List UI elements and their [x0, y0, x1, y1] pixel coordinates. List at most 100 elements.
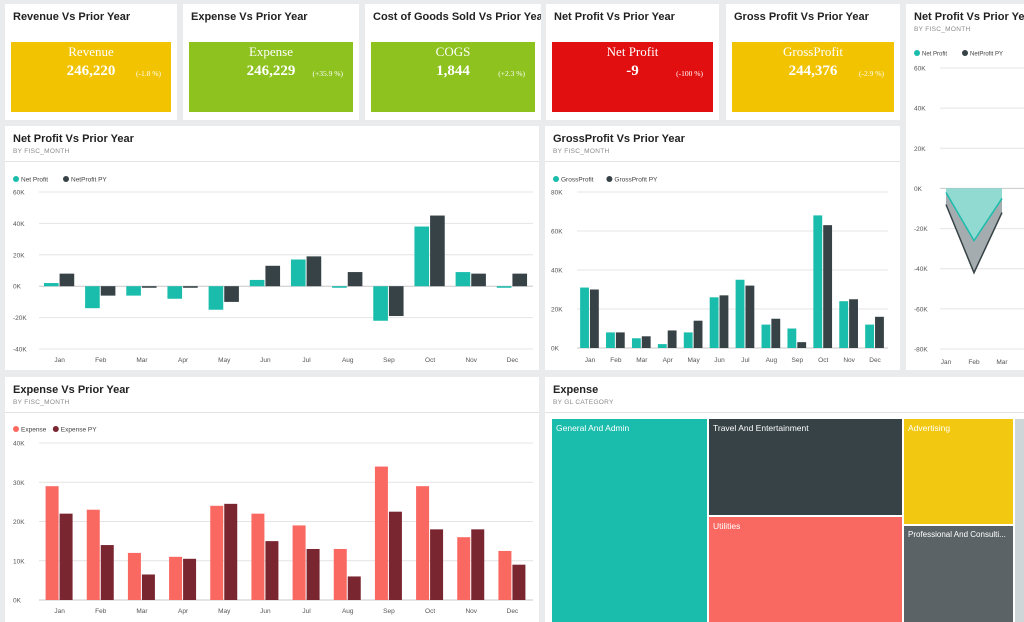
x-tick-label: Jul: [302, 608, 311, 615]
bar: [265, 265, 281, 287]
kpi-card-gross-profit[interactable]: Gross Profit Vs Prior Year GrossProfit 2…: [726, 4, 900, 120]
bar: [100, 545, 114, 600]
x-tick-label: Sep: [383, 608, 395, 615]
bar: [141, 286, 157, 288]
bar: [589, 289, 599, 348]
bar: [865, 324, 875, 348]
bar: [667, 330, 677, 348]
bar: [45, 486, 59, 600]
bar: [416, 486, 430, 600]
legend-marker: [606, 176, 613, 182]
kpi-label: Net Profit: [606, 44, 659, 59]
divider: [5, 161, 539, 162]
bar: [657, 344, 667, 348]
kpi-card-expense[interactable]: Expense Vs Prior Year Expense 246,229 (+…: [183, 4, 359, 120]
bar: [606, 332, 615, 348]
kpi-value: 246,220: [66, 63, 116, 79]
bar: [512, 273, 528, 287]
card-title: Expense Vs Prior Year: [13, 384, 130, 396]
bar: [333, 548, 347, 600]
bar: [455, 272, 471, 287]
net-profit-chart-card[interactable]: Net Profit Vs Prior Year BY FISC_MONTH N…: [5, 126, 539, 370]
bar: [141, 574, 155, 600]
bar: [126, 286, 141, 296]
y-tick-label: 20K: [13, 519, 25, 526]
bar: [388, 511, 402, 600]
kpi-card-revenue[interactable]: Revenue Vs Prior Year Revenue 246,220 (-…: [5, 4, 177, 120]
kpi-delta: (+35.9 %): [312, 69, 343, 78]
x-tick-label: Sep: [792, 357, 804, 364]
bar: [251, 513, 265, 600]
card-title: GrossProfit Vs Prior Year: [553, 133, 685, 145]
treemap-tile[interactable]: Travel And Entertainment: [709, 419, 902, 515]
y-tick-label: 20K: [551, 307, 563, 314]
x-tick-label: Nov: [465, 357, 477, 364]
x-tick-label: Feb: [95, 357, 107, 364]
card-subtitle: BY FISC_MONTH: [13, 399, 70, 406]
treemap-tile[interactable]: Utilities: [709, 517, 902, 622]
card-title: Expense: [553, 384, 599, 396]
y-tick-label: -40K: [914, 266, 928, 273]
x-tick-label: Jan: [54, 608, 65, 615]
bar: [430, 529, 444, 600]
x-tick-label: Oct: [425, 357, 435, 364]
kpi-card-cogs[interactable]: Cost of Goods Sold Vs Prior Year COGS 1,…: [365, 4, 541, 120]
treemap-label: Travel And Entertainment: [713, 423, 809, 433]
divider: [545, 412, 1024, 413]
net-profit-area-card[interactable]: Net Profit Vs Prior Year BY FISC_MONTH N…: [906, 4, 1024, 370]
kpi-delta: (+2.3 %): [498, 69, 525, 78]
bar: [787, 328, 797, 348]
bar: [183, 286, 198, 288]
x-tick-label: Mar: [136, 357, 148, 364]
divider: [545, 161, 900, 162]
y-tick-label: 0K: [914, 186, 923, 193]
y-tick-label: 0K: [551, 346, 560, 353]
bar: [683, 332, 693, 348]
legend-label: NetProfit PY: [71, 177, 107, 184]
bar: [498, 550, 512, 600]
bar: [208, 286, 224, 310]
x-tick-label: Oct: [425, 608, 435, 615]
bar: [719, 295, 729, 348]
expense-treemap-card[interactable]: Expense BY GL CATEGORY General And Admin…: [545, 377, 1024, 622]
bar: [306, 256, 322, 287]
bar: [839, 301, 849, 348]
x-tick-label: Sep: [383, 357, 395, 364]
legend-label: GrossProfit: [561, 177, 594, 184]
legend-marker: [962, 50, 968, 56]
expense-chart-card[interactable]: Expense Vs Prior Year BY FISC_MONTH Expe…: [5, 377, 539, 622]
kpi-delta: (-2.9 %): [859, 69, 884, 78]
kpi-card-net-profit[interactable]: Net Profit Vs Prior Year Net Profit -9 (…: [546, 4, 719, 120]
treemap-tile[interactable]: General And Admin: [552, 419, 707, 622]
expense-chart: Expense Expense PY 40K 30K 20K 10K 0K Jan Feb Mar…: [13, 426, 533, 615]
bar: [373, 286, 388, 321]
treemap-tile[interactable]: Advertising: [904, 419, 1013, 524]
net-profit-chart: Net Profit NetProfit PY 60K 40K 20K 0K -20K -40…: [13, 176, 533, 364]
bar: [735, 279, 745, 348]
y-tick-label: 20K: [914, 146, 926, 153]
x-tick-label: Mar: [136, 608, 148, 615]
bar: [471, 273, 486, 287]
bar: [127, 552, 141, 600]
bar: [641, 336, 651, 348]
treemap-tile[interactable]: Professional And Consulti...: [904, 526, 1013, 622]
x-tick-label: Mar: [636, 357, 648, 364]
card-subtitle: BY FISC_MONTH: [914, 26, 971, 33]
x-tick-label: Mar: [996, 359, 1008, 366]
gross-profit-chart-card[interactable]: GrossProfit Vs Prior Year BY FISC_MONTH …: [545, 126, 900, 370]
bar: [496, 286, 512, 288]
line-series-py: [945, 204, 1003, 275]
x-tick-label: Apr: [178, 357, 189, 364]
bar: [169, 556, 183, 600]
bar: [823, 225, 833, 348]
x-tick-label: Aug: [342, 357, 354, 364]
x-tick-label: Jan: [941, 359, 952, 366]
bar: [457, 537, 471, 600]
bar: [85, 286, 100, 309]
y-tick-label: 40K: [13, 441, 25, 448]
treemap-tile-small[interactable]: [1015, 419, 1024, 622]
legend-marker: [13, 176, 19, 182]
divider: [5, 412, 539, 413]
bar: [374, 466, 388, 600]
bar: [347, 576, 361, 600]
